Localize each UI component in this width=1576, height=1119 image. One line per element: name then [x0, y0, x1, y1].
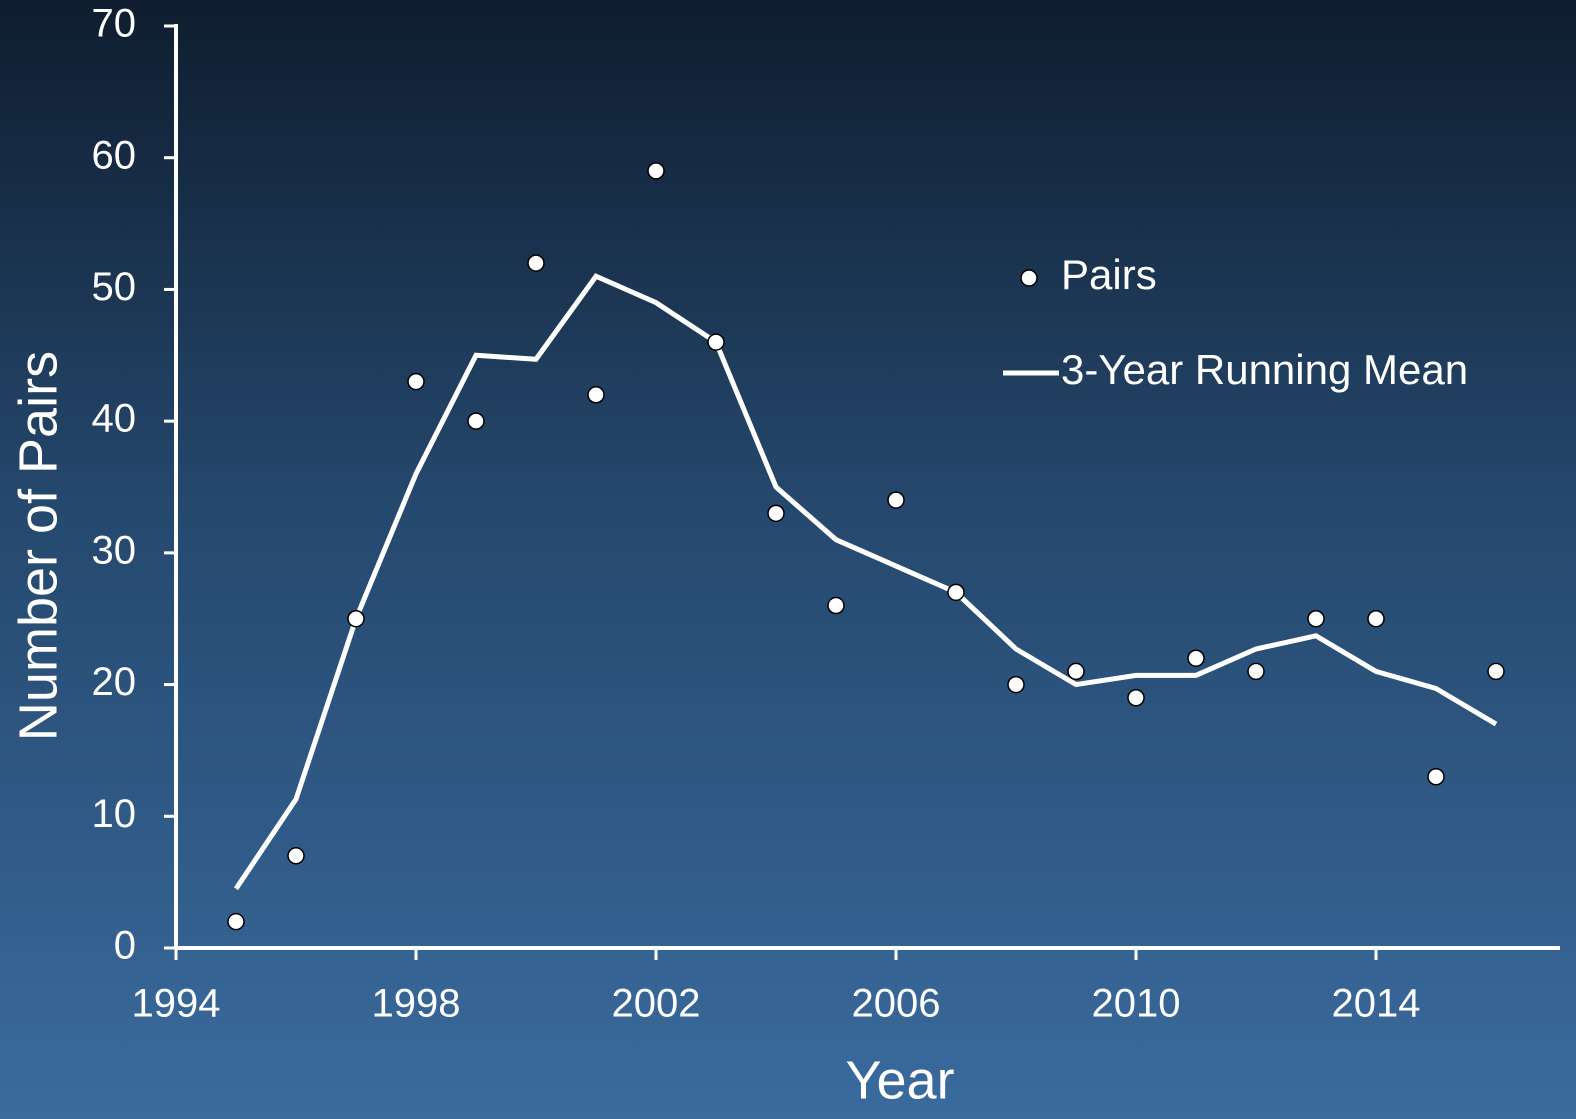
legend-label: 3-Year Running Mean — [1061, 346, 1468, 393]
x-tick-label: 2006 — [852, 982, 941, 1026]
data-point — [707, 333, 725, 351]
data-point — [347, 609, 365, 628]
data-point — [1007, 675, 1025, 694]
data-point — [1187, 649, 1205, 667]
data-point — [827, 596, 845, 615]
data-point — [587, 386, 605, 404]
data-point — [1067, 662, 1085, 681]
data-point — [1487, 662, 1505, 681]
x-axis-title: Year — [845, 1050, 954, 1110]
data-point — [1367, 609, 1385, 628]
data-point — [527, 254, 545, 272]
y-tick-label: 40 — [92, 397, 137, 441]
x-tick-label: 1994 — [132, 982, 221, 1026]
y-tick-label: 70 — [92, 2, 137, 46]
y-tick-label: 10 — [92, 792, 137, 836]
data-point — [1247, 662, 1265, 681]
y-tick-label: 0 — [114, 924, 136, 968]
x-tick-label: 1998 — [372, 982, 461, 1026]
y-tick-label: 60 — [92, 133, 137, 177]
data-point — [227, 912, 245, 931]
data-point — [407, 372, 425, 391]
y-tick-label: 30 — [92, 528, 137, 572]
data-point — [647, 162, 665, 180]
x-tick-label: 2002 — [612, 982, 701, 1026]
y-axis-title: Number of Pairs — [8, 351, 68, 741]
data-point — [947, 583, 965, 602]
x-tick-label: 2010 — [1092, 982, 1181, 1026]
y-tick-label: 20 — [92, 660, 137, 704]
x-tick-label: 2014 — [1332, 982, 1421, 1026]
data-point — [1127, 688, 1145, 707]
legend-marker — [1020, 269, 1038, 287]
data-point — [1427, 768, 1445, 786]
y-tick-label: 50 — [92, 265, 137, 309]
legend-label: Pairs — [1061, 251, 1157, 298]
data-point — [767, 504, 785, 523]
data-point — [887, 491, 905, 509]
data-point — [1307, 609, 1325, 628]
data-point — [287, 847, 305, 865]
data-point — [467, 412, 485, 430]
running-mean-line — [233, 273, 1498, 891]
